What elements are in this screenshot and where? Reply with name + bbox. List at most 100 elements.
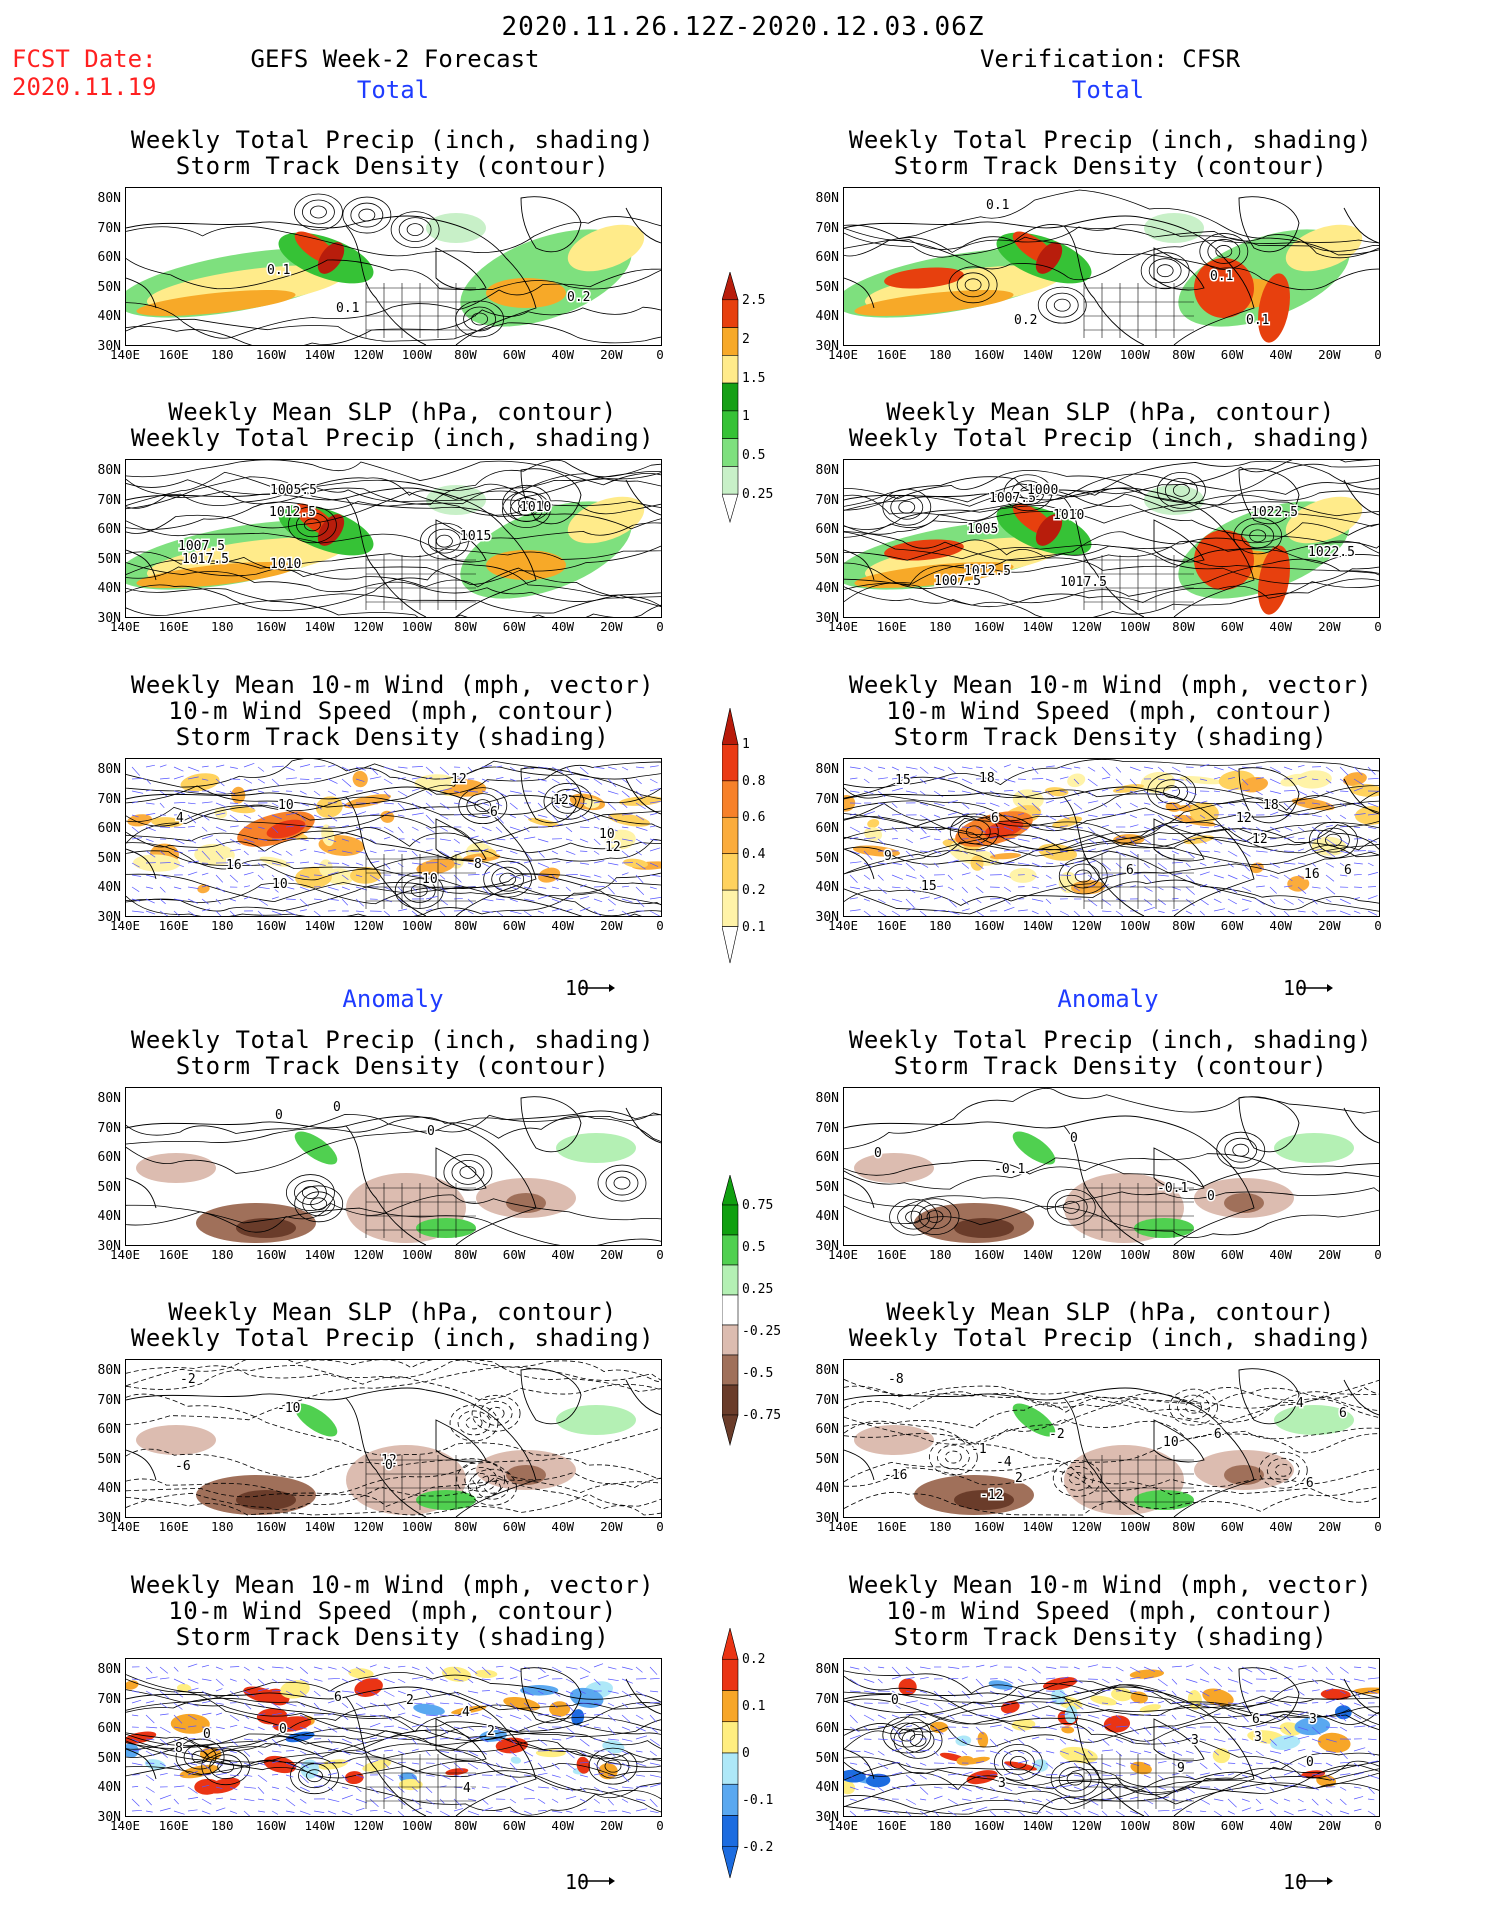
lon-tick-label: 160W (973, 1247, 1004, 1262)
colorbar-label: 0.25 (742, 1282, 774, 1297)
lat-tick-label: 60N (97, 1422, 121, 1437)
contour-label: 1007.5 (934, 574, 981, 589)
lat-tick-label: 30N (97, 338, 121, 354)
lon-tick-label: 140W (1022, 918, 1053, 933)
lon-tick-label: 120W (1071, 1247, 1102, 1262)
lon-tick-label: 140E (827, 918, 859, 933)
panel-title-line: Weekly Mean 10-m Wind (mph, vector) (848, 1571, 1373, 1599)
lat-tick-label: 30N (815, 610, 839, 626)
colorbar-label: 0.8 (742, 773, 766, 789)
lat-tick-label: 30N (815, 1809, 839, 1825)
lon-tick-label: 180 (210, 1519, 234, 1534)
lon-tick-label: 100W (401, 347, 432, 362)
lon-tick-label: 140W (1022, 1247, 1053, 1262)
contour-label: 15 (921, 879, 937, 894)
colorbar-label: -0.5 (742, 1366, 774, 1381)
panel-title-line: 10-m Wind Speed (mph, contour) (886, 1597, 1335, 1625)
lon-tick-label: 180 (210, 619, 234, 634)
lon-tick-label: 0 (1374, 619, 1382, 634)
lat-tick-label: 50N (97, 1451, 121, 1467)
lon-tick-label: 160W (973, 619, 1004, 634)
lon-tick-label: 140E (109, 1247, 141, 1262)
lon-tick-label: 100W (401, 619, 432, 634)
contour-label: 1010 (1053, 508, 1084, 523)
lat-tick-label: 40N (815, 1209, 839, 1224)
lat-tick-label: 60N (97, 522, 121, 537)
lat-tick-label: 80N (97, 191, 121, 206)
lon-tick-label: 160E (876, 1519, 907, 1534)
lon-tick-label: 20W (600, 619, 623, 634)
contour-label: 10 (1163, 1435, 1179, 1450)
contour-label: 6 (490, 805, 498, 820)
contour-label: 0.1 (336, 301, 359, 316)
lat-tick-label: 30N (97, 909, 121, 925)
l-wind-anom-map: 0 6 2 4 0 4 8 2 (125, 1658, 662, 1817)
contour-label: 4 (1296, 1396, 1304, 1411)
lon-tick-label: 160E (158, 347, 189, 362)
lon-tick-label: 120W (1071, 1519, 1102, 1534)
lon-tick-label: 100W (401, 1247, 432, 1262)
contour-label: 3 (998, 1776, 1006, 1791)
contour-label: -8 (888, 1372, 904, 1387)
lat-tick-label: 60N (815, 821, 839, 836)
lat-tick-label: 30N (815, 338, 839, 354)
colorbar-total-precip (721, 270, 782, 552)
contour-label: 1012.5 (269, 505, 316, 520)
lon-tick-label: 140E (109, 347, 141, 362)
contour-label: 12 (451, 772, 467, 787)
lat-tick-label: 40N (815, 581, 839, 596)
contour-label: 1017.5 (182, 552, 229, 567)
left-total-label: Total (356, 76, 430, 104)
lat-tick-label: 40N (97, 880, 121, 895)
left-total-vector-ref (560, 965, 616, 997)
lon-tick-label: 40W (551, 1247, 575, 1262)
lat-tick-label: 50N (97, 1179, 121, 1195)
colorbar-label: 0.6 (742, 810, 766, 826)
r-row4-panel-title: Weekly Total Precip (inch, shading) Storm… (849, 1027, 1372, 1079)
contour-label: 10 (278, 798, 294, 813)
colorbar-label: 2.5 (742, 292, 766, 308)
lon-tick-label: 20W (1318, 918, 1341, 933)
colorbar-label: 0.1 (742, 1699, 766, 1715)
panel-title-line: Storm Track Density (contour) (175, 1052, 610, 1080)
contour-label: -6 (1298, 1476, 1314, 1491)
colorbar-label: 0.2 (742, 883, 766, 899)
lon-tick-label: 160W (255, 1818, 286, 1833)
colorbar-label: 0.5 (742, 1240, 766, 1255)
contour-label: 0 (385, 1458, 393, 1473)
colorbar-label: -0.75 (742, 1408, 782, 1423)
lon-tick-label: 60W (502, 1247, 526, 1262)
contour-label: 6 (991, 811, 999, 826)
contour-label: 15 (895, 773, 911, 788)
lon-tick-label: 0 (656, 1519, 664, 1534)
lon-tick-label: 160W (973, 1519, 1004, 1534)
panel-title-line: Storm Track Density (shading) (175, 1623, 610, 1651)
lon-tick-label: 120W (353, 1247, 384, 1262)
l-slp-anom-map: -10 12 -6 -2 0 (125, 1359, 662, 1518)
lat-tick-label: 40N (97, 1209, 121, 1224)
contour-label: 6 (1126, 863, 1134, 878)
contour-label: 18 (1263, 798, 1279, 813)
contour-label: 1015 (460, 529, 491, 544)
contour-label: 3 (1254, 1730, 1262, 1745)
contour-label: 12 (381, 1453, 397, 1468)
lon-tick-label: 100W (1119, 1818, 1150, 1833)
lon-tick-label: 80W (454, 1818, 477, 1833)
lon-tick-label: 160E (876, 347, 907, 362)
lon-tick-label: 180 (210, 1818, 234, 1833)
lat-tick-label: 80N (815, 1662, 839, 1677)
date-range-title: 2020.11.26.12Z-2020.12.03.06Z (501, 12, 985, 42)
lon-tick-label: 80W (1172, 1519, 1195, 1534)
lat-tick-label: 70N (97, 220, 121, 236)
lon-tick-label: 180 (210, 1247, 234, 1262)
panel-title-line: Weekly Total Precip (inch, shading) (130, 126, 655, 154)
lon-tick-label: 40W (1269, 347, 1293, 362)
lon-tick-label: 20W (1318, 1519, 1341, 1534)
contour-label: 1022.5 (1251, 505, 1298, 520)
contour-label: 12 (1252, 832, 1268, 847)
panel-title-line: Storm Track Density (shading) (893, 723, 1328, 751)
lon-tick-label: 160E (158, 1247, 189, 1262)
contour-label: 0.2 (1014, 313, 1037, 328)
right-anomaly-label: Anomaly (1057, 985, 1159, 1013)
panel-title-line: Storm Track Density (contour) (893, 1052, 1328, 1080)
